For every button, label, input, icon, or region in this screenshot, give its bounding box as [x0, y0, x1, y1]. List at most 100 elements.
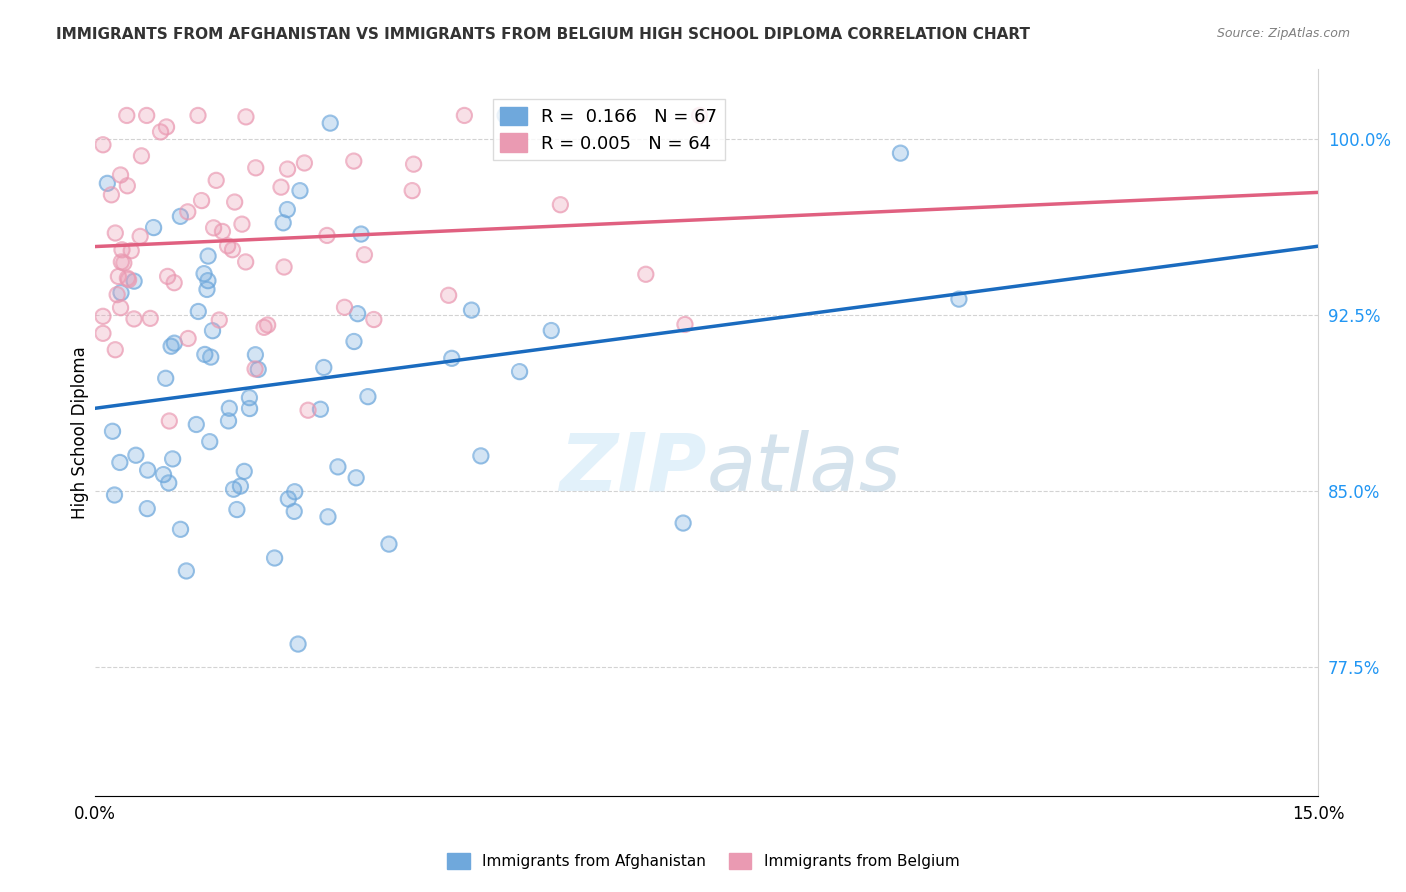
Point [689, 108, 711, 122]
Point [152, 467, 174, 482]
Point [190, 194, 212, 208]
Point [187, 108, 209, 122]
Point [402, 157, 425, 171]
Point [197, 274, 219, 288]
Point [156, 269, 179, 284]
Point [550, 198, 572, 212]
Point [453, 108, 475, 122]
Point [235, 255, 257, 269]
Point [346, 307, 368, 321]
Point [177, 205, 200, 219]
Point [103, 488, 125, 502]
Point [136, 463, 159, 477]
Point [284, 484, 307, 499]
Point [125, 448, 148, 462]
Point [270, 180, 292, 194]
Point [689, 108, 711, 122]
Point [288, 184, 311, 198]
Point [155, 120, 177, 134]
Point [117, 271, 139, 285]
Point [108, 455, 131, 469]
Point [509, 365, 531, 379]
Point [287, 637, 309, 651]
Point [201, 324, 224, 338]
Point [122, 312, 145, 326]
Point [201, 324, 224, 338]
Point [297, 403, 319, 417]
Point [440, 351, 463, 366]
Point [233, 464, 256, 478]
Point [142, 220, 165, 235]
Point [110, 168, 132, 182]
Point [221, 243, 243, 257]
Point [238, 391, 260, 405]
Point [283, 504, 305, 518]
Point [222, 482, 245, 496]
Point [273, 260, 295, 274]
Point [110, 255, 132, 269]
Point [344, 471, 367, 485]
Point [198, 434, 221, 449]
Point [276, 202, 298, 217]
Point [177, 205, 200, 219]
Point [117, 178, 139, 193]
Point [550, 198, 572, 212]
Point [378, 537, 401, 551]
Point [460, 303, 482, 318]
Point [316, 228, 339, 243]
Text: atlas: atlas [707, 430, 901, 508]
Point [157, 414, 180, 428]
Point [350, 227, 373, 241]
Point [156, 269, 179, 284]
Point [115, 108, 138, 122]
Point [104, 226, 127, 240]
Point [187, 304, 209, 318]
Text: Source: ZipAtlas.com: Source: ZipAtlas.com [1216, 27, 1350, 40]
Point [208, 313, 231, 327]
Point [157, 414, 180, 428]
Point [256, 318, 278, 332]
Point [186, 417, 208, 432]
Point [309, 402, 332, 417]
Point [245, 348, 267, 362]
Point [194, 347, 217, 361]
Point [136, 501, 159, 516]
Point [110, 168, 132, 182]
Point [129, 229, 152, 244]
Point [195, 283, 218, 297]
Point [101, 424, 124, 438]
Point [233, 464, 256, 478]
Point [169, 522, 191, 536]
Point [163, 336, 186, 351]
Point [197, 274, 219, 288]
Point [316, 228, 339, 243]
Point [125, 448, 148, 462]
Point [224, 195, 246, 210]
Point [229, 479, 252, 493]
Point [112, 256, 135, 270]
Point [91, 326, 114, 341]
Point [152, 467, 174, 482]
Point [195, 283, 218, 297]
Point [163, 336, 186, 351]
Point [256, 318, 278, 332]
Point [312, 360, 335, 375]
Point [333, 301, 356, 315]
Point [205, 173, 228, 187]
Point [231, 217, 253, 231]
Point [111, 243, 134, 257]
Point [105, 287, 128, 301]
Point [343, 154, 366, 169]
Point [160, 339, 183, 353]
Point [162, 451, 184, 466]
Point [100, 187, 122, 202]
Point [343, 334, 366, 349]
Point [104, 343, 127, 357]
Text: IMMIGRANTS FROM AFGHANISTAN VS IMMIGRANTS FROM BELGIUM HIGH SCHOOL DIPLOMA CORRE: IMMIGRANTS FROM AFGHANISTAN VS IMMIGRANT… [56, 27, 1031, 42]
Point [177, 331, 200, 345]
Point [277, 162, 299, 177]
Point [634, 267, 657, 281]
Point [136, 463, 159, 477]
Point [162, 451, 184, 466]
Point [470, 449, 492, 463]
